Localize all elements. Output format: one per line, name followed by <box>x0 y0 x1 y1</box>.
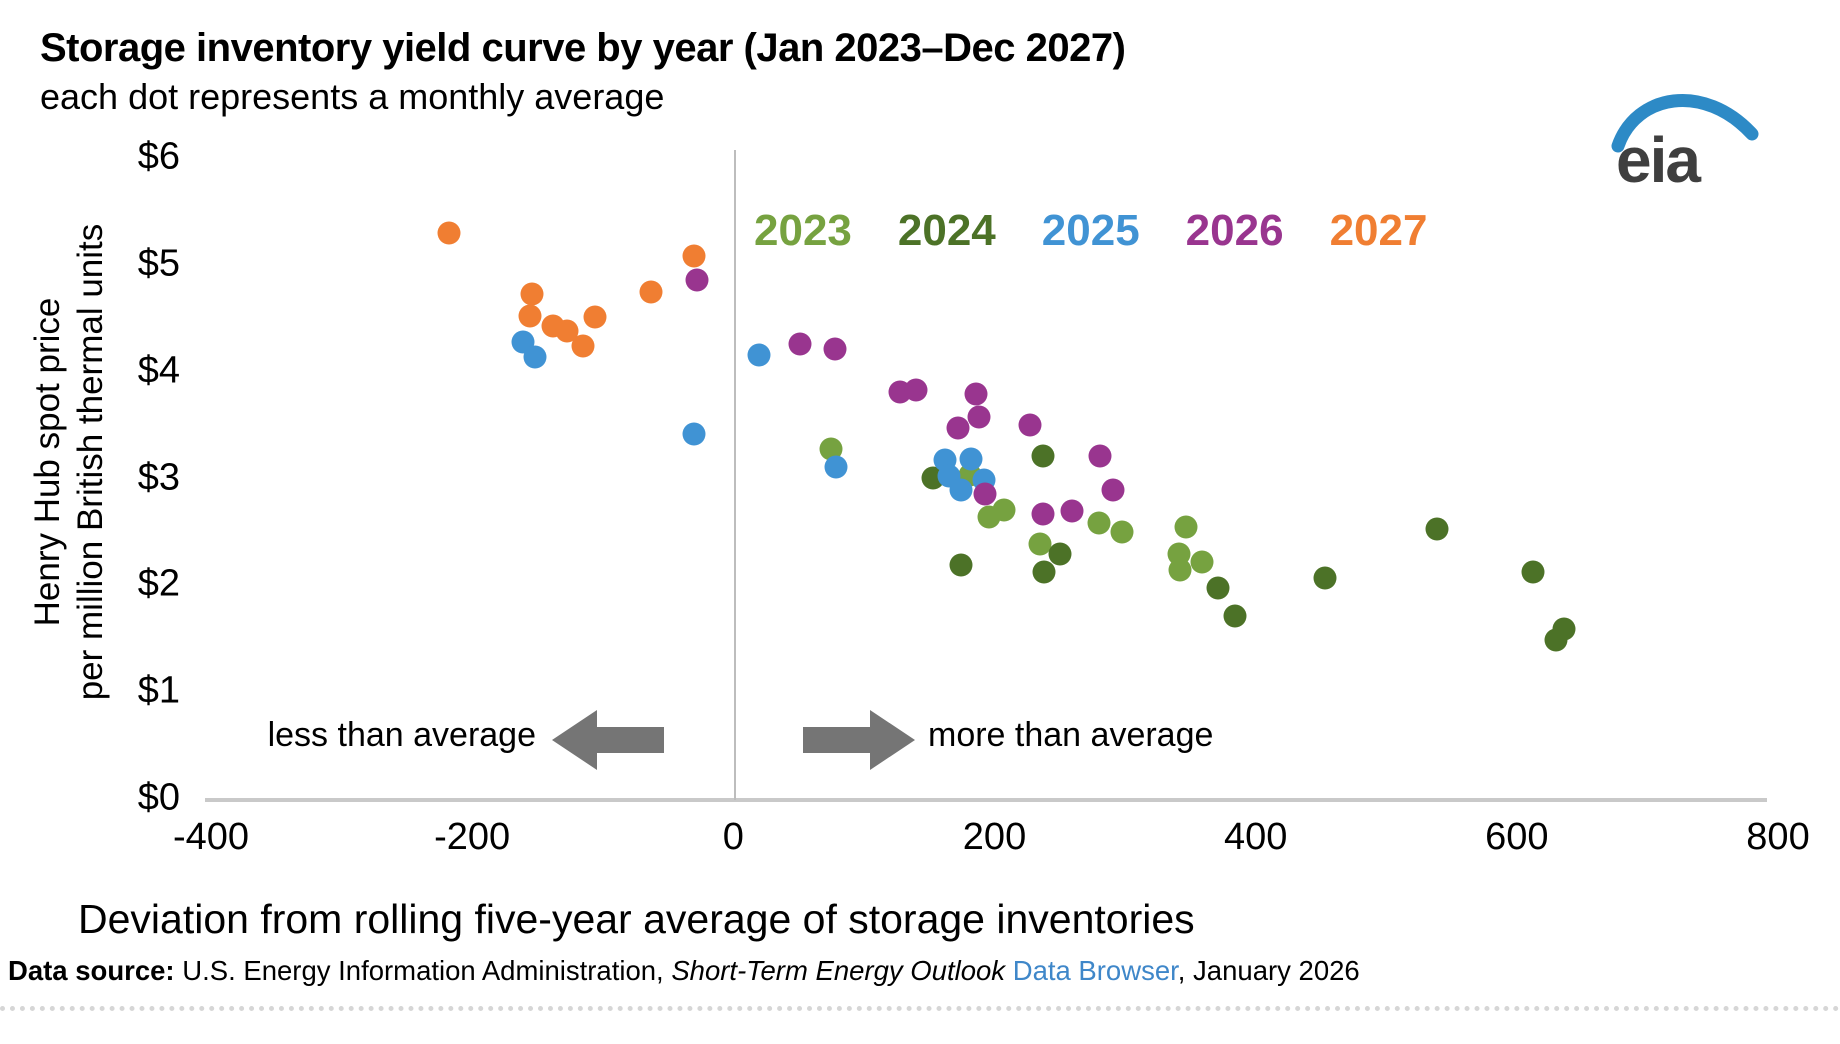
y-tick-label: $4 <box>137 349 180 392</box>
data-point-2026 <box>964 382 988 406</box>
data-point-2026 <box>1031 502 1055 526</box>
data-point-2026 <box>685 268 709 292</box>
data-point-2023 <box>1028 532 1052 556</box>
data-point-2024 <box>1048 542 1072 566</box>
data-point-2026 <box>1060 499 1084 523</box>
x-tick-label: 600 <box>1485 816 1549 858</box>
data-point-2026 <box>1101 478 1125 502</box>
data-point-2026 <box>967 405 991 429</box>
data-point-2024 <box>1206 576 1230 600</box>
data-point-2024 <box>1032 560 1056 583</box>
data-point-2027 <box>682 244 706 268</box>
data-point-2024 <box>949 553 973 577</box>
data-point-2027 <box>518 304 542 328</box>
data-point-2026 <box>946 416 970 440</box>
legend-item-2024: 2024 <box>897 206 996 255</box>
legend-item-2023: 2023 <box>754 206 852 255</box>
data-point-2023 <box>1174 515 1198 539</box>
x-axis-title: Deviation from rolling five-year average… <box>78 896 1195 942</box>
x-tick-label: 0 <box>722 816 744 858</box>
data-point-2027 <box>520 282 544 306</box>
data-point-2026 <box>1088 444 1112 468</box>
data-point-2023 <box>819 437 843 461</box>
y-tick-label: $2 <box>137 562 180 605</box>
y-tick-label: $0 <box>137 776 180 819</box>
data-point-2023 <box>1110 520 1134 544</box>
eia-logo-graphic: eia <box>1611 94 1759 196</box>
y-tick-label: $6 <box>137 135 180 178</box>
data-source-report: Short-Term Energy Outlook <box>671 955 1006 986</box>
data-point-2027 <box>639 280 663 304</box>
data-point-2025 <box>949 478 973 502</box>
x-tick-label: 800 <box>1746 816 1810 858</box>
data-point-2027 <box>555 319 579 343</box>
data-browser-link[interactable]: Data Browser <box>1005 955 1178 986</box>
eia-logo-text: eia <box>1616 124 1701 192</box>
y-tick-label: $5 <box>137 242 180 285</box>
chart-title: Storage inventory yield curve by year (J… <box>40 26 1126 70</box>
data-point-2027 <box>583 305 607 329</box>
data-point-2023 <box>992 498 1016 522</box>
y-tick-label: $1 <box>137 669 180 712</box>
data-point-2024 <box>1521 560 1544 583</box>
data-point-2026 <box>1018 413 1042 437</box>
annotation-less-than-average: less than average <box>267 716 536 754</box>
data-point-2024 <box>1223 604 1247 628</box>
bottom-dotted-divider <box>0 1006 1840 1011</box>
data-source-note: Data source: U.S. Energy Information Adm… <box>8 955 1360 987</box>
data-point-2026 <box>788 332 812 356</box>
data-point-2026 <box>904 378 928 402</box>
right-arrow-icon <box>803 710 915 770</box>
y-axis-title-line2: per million British thermal units <box>70 223 110 701</box>
x-tick-label: -200 <box>434 816 511 858</box>
data-point-2025 <box>747 343 771 367</box>
legend-item-2026: 2026 <box>1185 206 1284 255</box>
data-point-2027 <box>437 221 461 245</box>
data-point-2025 <box>959 447 983 471</box>
data-point-2023 <box>1190 550 1214 574</box>
data-point-2027 <box>571 334 595 358</box>
x-tick-label: 400 <box>1223 816 1288 858</box>
eia-logo: eia <box>1602 82 1772 196</box>
data-point-2024 <box>1031 444 1055 468</box>
data-point-2024 <box>1425 517 1449 541</box>
data-source-label: Data source: <box>8 955 175 986</box>
x-axis-line <box>205 798 1767 802</box>
legend-item-2027: 2027 <box>1329 206 1428 255</box>
data-point-2023 <box>1087 511 1111 535</box>
data-point-2026 <box>973 482 997 506</box>
y-axis-title-line1: Henry Hub spot price <box>28 297 67 627</box>
data-point-2025 <box>523 345 547 369</box>
data-point-2025 <box>682 422 706 446</box>
data-point-2024 <box>1313 566 1337 590</box>
legend-item-2025: 2025 <box>1041 206 1140 255</box>
data-point-2023 <box>1168 558 1192 582</box>
zero-deviation-line <box>734 150 736 800</box>
data-source-agency: U.S. Energy Information Administration, <box>174 955 672 986</box>
data-point-2025 <box>824 455 848 479</box>
data-source-date: , January 2026 <box>1177 955 1360 986</box>
x-tick-label: -400 <box>172 816 250 858</box>
annotation-more-than-average: more than average <box>928 716 1214 754</box>
data-point-2024 <box>1552 617 1576 641</box>
legend: 2023 2024 2025 2026 2027 <box>754 206 1427 256</box>
left-arrow-icon <box>552 710 664 770</box>
y-tick-label: $3 <box>137 456 180 498</box>
y-axis-title: Henry Hub spot price per million British… <box>27 82 113 842</box>
chart-subtitle: each dot represents a monthly average <box>40 76 665 117</box>
data-point-2026 <box>823 337 847 361</box>
eia-swoosh-icon <box>1611 94 1759 153</box>
x-tick-label: 200 <box>962 816 1027 858</box>
